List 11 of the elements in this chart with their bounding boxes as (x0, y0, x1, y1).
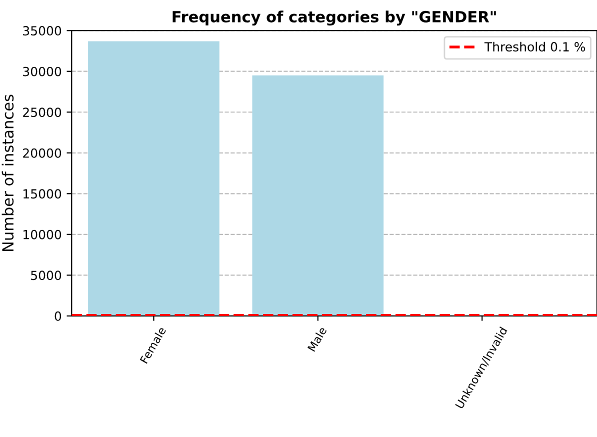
y-tick-label: 15000 (24, 189, 62, 199)
legend-label: Threshold 0.1 % (484, 42, 586, 52)
y-tick-label: 20000 (23, 148, 62, 158)
chart-title: Frequency of categories by "GENDER" (172, 10, 496, 26)
y-tick-label: 0 (54, 311, 62, 321)
y-tick-label: 10000 (24, 230, 62, 240)
y-tick-label: 35000 (23, 26, 62, 36)
y-tick-label: 25000 (23, 108, 62, 118)
y-tick-label: 5000 (31, 270, 62, 280)
y-tick-label: 30000 (23, 66, 62, 76)
y-axis-title: Number of instances (2, 94, 14, 252)
